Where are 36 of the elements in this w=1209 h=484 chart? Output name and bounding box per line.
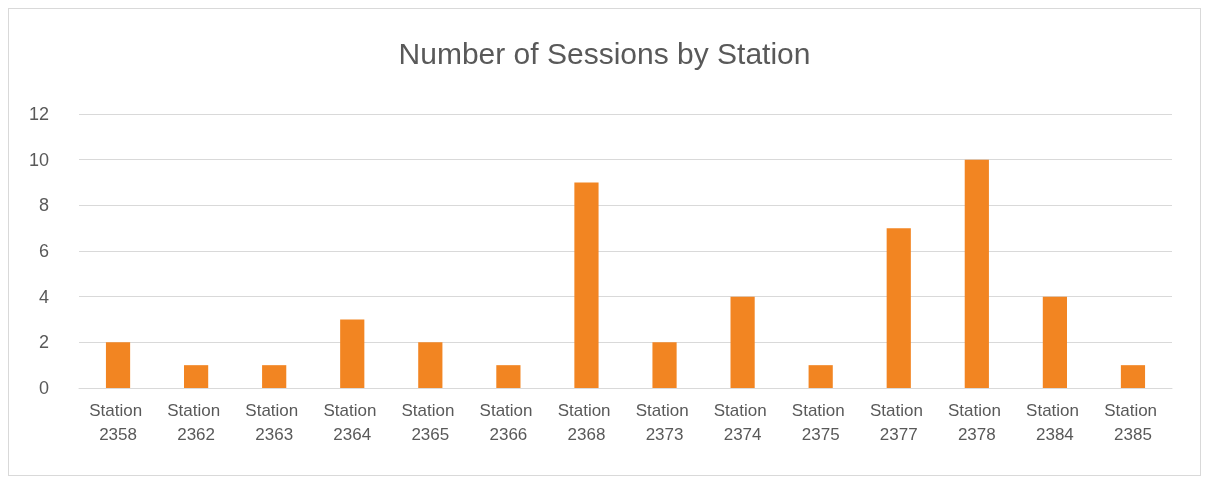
bar — [105, 342, 131, 388]
y-tick-label: 8 — [38, 195, 49, 216]
x-tick-label: Station 2365 — [401, 400, 460, 444]
bar — [1042, 296, 1067, 388]
x-tick-label: Station 2358 — [89, 400, 147, 444]
bar — [730, 296, 755, 388]
bar — [964, 159, 989, 388]
y-tick-label: 12 — [28, 104, 49, 124]
bar — [418, 342, 443, 388]
bar — [1120, 365, 1146, 388]
x-tick-label: Station 2377 — [869, 400, 928, 444]
y-tick-label: 10 — [28, 149, 49, 170]
bar — [652, 342, 677, 388]
x-tick-label: Station 2385 — [1104, 400, 1162, 444]
x-tick-label: Station 2374 — [713, 400, 772, 444]
bar — [808, 365, 833, 388]
chart-title: Number of Sessions by Station — [398, 36, 811, 70]
x-tick-label: Station 2366 — [479, 400, 538, 444]
x-tick-label: Station 2373 — [635, 400, 694, 444]
bar — [340, 319, 365, 388]
x-tick-label: Station 2363 — [245, 400, 304, 444]
x-tick-label: Station 2364 — [323, 400, 382, 444]
y-tick-label: 6 — [38, 241, 49, 261]
bar — [574, 182, 599, 388]
bar — [886, 228, 911, 388]
y-tick-label: 2 — [38, 332, 49, 353]
x-tick-label: Station 2375 — [791, 400, 850, 444]
y-tick-label: 4 — [38, 286, 49, 307]
bar — [262, 365, 287, 388]
x-tick-label: Station 2384 — [1026, 400, 1084, 444]
bar — [496, 365, 521, 388]
x-tick-label: Station 2362 — [167, 400, 225, 444]
y-tick-label: 0 — [38, 378, 49, 398]
x-tick-label: Station 2368 — [557, 400, 616, 444]
x-tick-label: Station 2378 — [947, 400, 1006, 444]
bar — [184, 365, 209, 388]
